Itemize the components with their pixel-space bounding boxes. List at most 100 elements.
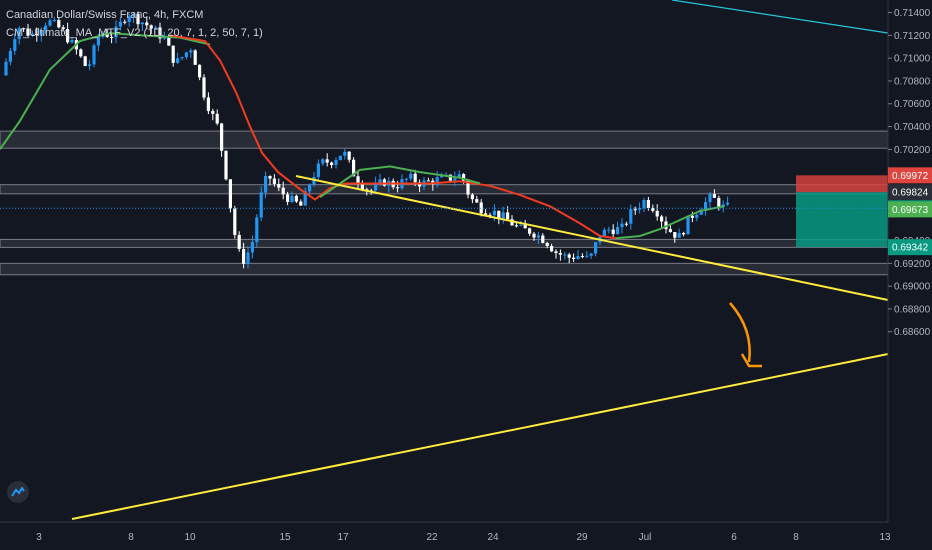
candle-body[interactable]: [198, 64, 202, 78]
candle-body[interactable]: [633, 209, 637, 211]
candle-body[interactable]: [594, 242, 598, 254]
stop-loss-zone[interactable]: [796, 175, 888, 193]
sr-zone-0[interactable]: [0, 130, 889, 149]
candle-body[interactable]: [48, 20, 52, 26]
candle-body[interactable]: [70, 40, 74, 43]
candle-body[interactable]: [220, 123, 224, 151]
candle-body[interactable]: [162, 37, 166, 39]
take-profit-zone[interactable]: [796, 192, 888, 248]
candle-body[interactable]: [136, 13, 140, 25]
candle-body[interactable]: [158, 27, 162, 39]
ma-slow-line[interactable]: [169, 34, 617, 240]
candle-body[interactable]: [550, 246, 554, 252]
price-label[interactable]: 0.69673: [892, 205, 929, 216]
price-label[interactable]: 0.69342: [892, 243, 929, 254]
candle-body[interactable]: [651, 208, 655, 211]
candle-body[interactable]: [316, 163, 320, 178]
candle-body[interactable]: [585, 255, 589, 257]
candle-body[interactable]: [620, 223, 624, 228]
candle-body[interactable]: [233, 208, 237, 235]
candle-body[interactable]: [8, 50, 12, 62]
candle-body[interactable]: [352, 159, 356, 177]
candle-body[interactable]: [668, 229, 672, 233]
candle-body[interactable]: [154, 27, 158, 29]
candle-body[interactable]: [4, 61, 8, 76]
candle-body[interactable]: [440, 175, 444, 178]
candle-body[interactable]: [57, 19, 61, 28]
candle-body[interactable]: [215, 113, 219, 124]
candle-body[interactable]: [272, 178, 276, 184]
candle-body[interactable]: [448, 174, 452, 181]
candle-body[interactable]: [497, 210, 501, 219]
candle-body[interactable]: [554, 251, 558, 254]
candle-body[interactable]: [576, 256, 580, 260]
candle-body[interactable]: [435, 177, 439, 185]
candle-body[interactable]: [334, 159, 338, 165]
ma-fast-line-2[interactable]: [319, 165, 481, 199]
candle-body[interactable]: [312, 177, 316, 185]
ma-fast-line-3[interactable]: [615, 205, 725, 240]
projection-arrow[interactable]: [729, 302, 751, 363]
candle-body[interactable]: [717, 197, 721, 208]
candle-body[interactable]: [475, 199, 479, 203]
candle-body[interactable]: [532, 233, 536, 238]
candle-body[interactable]: [281, 187, 285, 195]
candle-body[interactable]: [677, 233, 681, 238]
candle-body[interactable]: [580, 256, 584, 258]
candle-body[interactable]: [176, 58, 180, 63]
candle-body[interactable]: [149, 25, 153, 29]
candle-body[interactable]: [413, 173, 417, 183]
candle-body[interactable]: [545, 242, 549, 247]
candle-body[interactable]: [523, 224, 527, 229]
candle-body[interactable]: [242, 248, 246, 264]
price-label[interactable]: 0.69972: [892, 171, 929, 182]
candle-body[interactable]: [567, 254, 571, 258]
candle-body[interactable]: [79, 49, 83, 57]
ma-fast-line-1[interactable]: [0, 32, 211, 150]
candle-body[interactable]: [484, 213, 488, 215]
trendline-support[interactable]: [71, 353, 889, 520]
candle-body[interactable]: [202, 77, 206, 98]
candle-body[interactable]: [492, 210, 496, 216]
candle-body[interactable]: [224, 150, 228, 180]
candle-body[interactable]: [607, 229, 611, 231]
candle-body[interactable]: [470, 194, 474, 200]
candle-body[interactable]: [726, 202, 730, 205]
candle-body[interactable]: [206, 97, 210, 112]
candle-body[interactable]: [92, 45, 96, 65]
channel-line[interactable]: [671, 0, 889, 34]
candle-body[interactable]: [409, 173, 413, 179]
candle-body[interactable]: [132, 13, 136, 17]
indicator-title[interactable]: CM_Ultimate_MA_MTF_V2 (1D, 20, 7, 1, 2, …: [6, 27, 263, 39]
candle-body[interactable]: [563, 254, 567, 256]
candle-body[interactable]: [294, 195, 298, 202]
candle-body[interactable]: [145, 22, 149, 26]
candle-body[interactable]: [105, 34, 109, 37]
candle-body[interactable]: [228, 179, 232, 209]
candle-body[interactable]: [374, 183, 378, 191]
candle-body[interactable]: [39, 30, 43, 36]
candle-body[interactable]: [462, 174, 466, 181]
candle-body[interactable]: [250, 242, 254, 253]
candle-body[interactable]: [528, 228, 532, 234]
candle-body[interactable]: [321, 159, 325, 164]
candle-body[interactable]: [488, 214, 492, 216]
candle-body[interactable]: [356, 176, 360, 185]
candle-body[interactable]: [624, 223, 628, 225]
candle-body[interactable]: [61, 27, 65, 30]
candle-body[interactable]: [660, 216, 664, 222]
candle-body[interactable]: [127, 16, 131, 22]
candle-body[interactable]: [290, 195, 294, 202]
candle-body[interactable]: [690, 215, 694, 218]
candle-body[interactable]: [180, 57, 184, 59]
candle-body[interactable]: [110, 36, 114, 38]
candle-body[interactable]: [664, 221, 668, 230]
candle-body[interactable]: [695, 214, 699, 218]
candle-body[interactable]: [96, 36, 100, 46]
candle-body[interactable]: [558, 253, 562, 255]
candle-body[interactable]: [501, 212, 505, 219]
price-axis[interactable]: [888, 0, 932, 550]
candle-body[interactable]: [259, 192, 263, 218]
candle-body[interactable]: [13, 39, 17, 51]
candle-body[interactable]: [189, 50, 193, 53]
